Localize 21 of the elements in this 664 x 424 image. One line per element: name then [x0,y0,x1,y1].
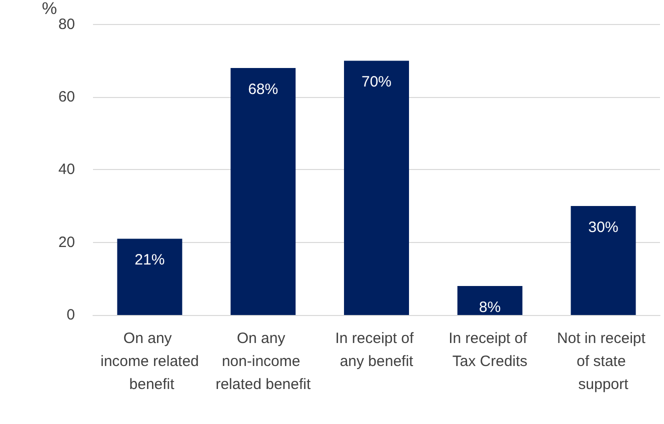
x-tick-label: On any non-income related benefit [216,330,312,393]
y-tick-label: 20 [58,234,75,251]
bar [344,60,409,315]
bar [230,68,296,315]
data-label: 8% [479,298,501,316]
data-label: 21% [134,252,165,269]
x-tick-label: In receipt of Tax Credits [448,330,532,370]
x-tick-label: Not in receipt of state support [557,330,650,393]
bar [570,206,636,315]
data-label: 68% [248,80,278,98]
y-tick-label: 0 [66,306,75,324]
y-tick-label: 80 [58,16,75,33]
data-label: 30% [588,219,618,236]
bar [117,238,182,315]
y-tick-label: 40 [58,161,75,178]
y-tick-label: 60 [58,88,75,106]
x-tick-label: On any income related benefit [100,330,199,393]
bar [457,286,522,315]
data-label: 70% [361,74,392,91]
x-tick-label: In receipt of any benefit [335,330,418,370]
y-axis-title: % [42,0,57,18]
